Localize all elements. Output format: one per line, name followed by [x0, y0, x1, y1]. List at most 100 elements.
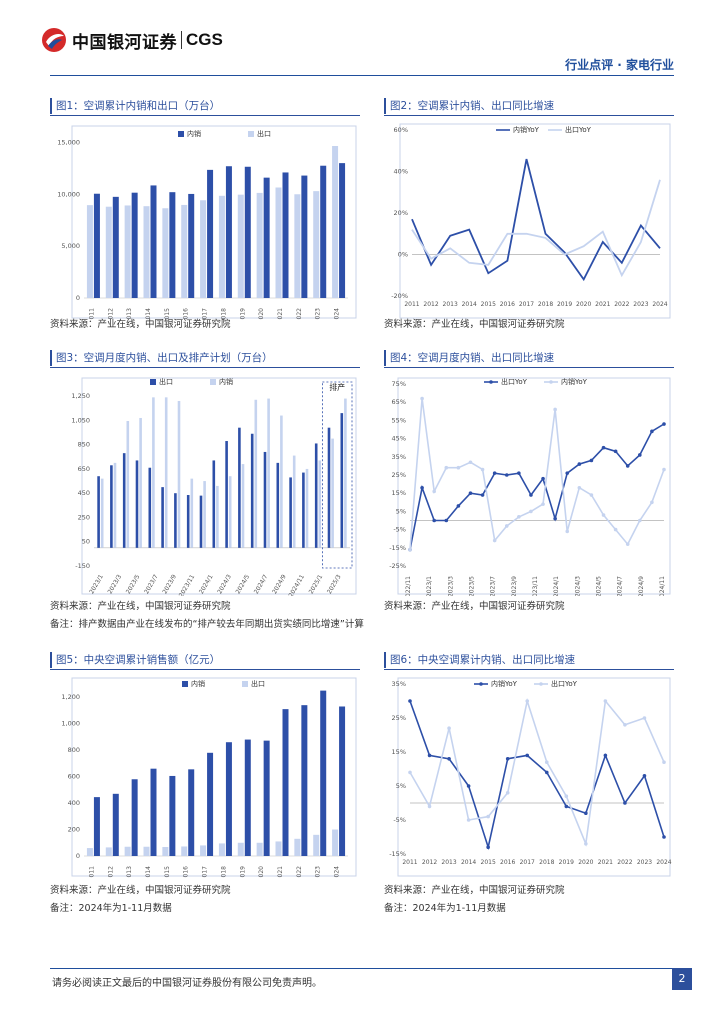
x-tick-label: 2023/11 [178, 573, 197, 596]
bar-出口-4 [162, 208, 169, 298]
figure-5-chart: 0 200 400 600 800 1,000 1,200 2011 2012 2013 2014 2… [61, 677, 357, 878]
figure-4-title-rule [384, 367, 674, 368]
series-point-内销YoY [642, 774, 647, 778]
x-tick-label: 2017 [202, 866, 209, 878]
series-point-出口YoY [480, 493, 485, 497]
chart-frame [71, 677, 357, 877]
bar-内销-9 [263, 177, 270, 298]
y-tick-label: 1,250 [71, 392, 90, 400]
x-tick-label: 2023 [315, 866, 322, 878]
bar-出口-0 [97, 476, 100, 548]
bar-内销-0 [93, 193, 100, 298]
figure-6-note: 备注：2024年为1-11月数据 [384, 903, 506, 914]
x-tick-label: 2022 [614, 301, 629, 308]
legend-swatch-出口 [242, 681, 248, 687]
figure-5-title-rule [50, 669, 360, 670]
x-tick-label: 2011 [88, 866, 95, 878]
y-tick-label: -5% [393, 526, 406, 534]
y-tick-label: 5% [396, 782, 406, 790]
bar-内销-6 [177, 400, 181, 548]
bar-出口-16 [302, 472, 305, 548]
bar-出口-13 [332, 829, 339, 856]
bar-内销-3 [150, 185, 157, 298]
legend-swatch-出口 [248, 131, 254, 137]
y-tick-label: 1,050 [71, 416, 90, 424]
chart-frame [397, 677, 671, 877]
series-point-内销YoY [517, 515, 521, 519]
x-tick-label: 2020 [578, 859, 593, 866]
x-tick-label: 2022 [296, 866, 303, 878]
series-point-内销YoY [486, 845, 490, 849]
bar-内销-7 [190, 478, 194, 548]
series-point-出口YoY [486, 814, 490, 819]
legend-marker-内销YoY [479, 682, 483, 686]
x-tick-label: 2018 [539, 859, 554, 866]
x-tick-label: 2014 [462, 301, 477, 308]
legend-label-出口YoY: 出口YoY [565, 125, 592, 134]
bar-内销-4 [169, 775, 176, 856]
y-tick-label: 15,000 [57, 138, 80, 146]
series-line-内销YoY [409, 700, 665, 851]
x-tick-label: 2016 [183, 308, 190, 320]
bar-内销-9 [216, 485, 219, 548]
bar-出口-11 [238, 427, 241, 548]
legend-label-出口: 出口 [257, 129, 271, 138]
x-tick-label: 2015 [164, 308, 171, 320]
x-tick-label: 2012 [107, 866, 114, 878]
bar-出口-0 [86, 848, 93, 856]
chart-frame [399, 123, 671, 319]
series-point-内销YoY [432, 489, 436, 494]
series-point-出口YoY [447, 726, 451, 730]
bar-内销-17 [318, 460, 322, 548]
figure-1-title-rule [50, 115, 360, 116]
x-tick-label: 2024/11 [287, 573, 306, 596]
series-point-内销YoY [541, 502, 545, 506]
x-tick-label: 2014 [145, 866, 152, 878]
page-number: 2 [672, 968, 692, 990]
series-point-内销YoY [613, 527, 618, 532]
y-tick-label: 400 [68, 799, 80, 807]
bar-内销-2 [126, 421, 130, 548]
bar-内销-10 [228, 476, 232, 548]
y-tick-label: 10,000 [57, 190, 80, 198]
figure-1-source: 资料来源：产业在线，中国银河证券研究院 [50, 319, 231, 330]
x-tick-label: 2019 [557, 301, 572, 308]
x-tick-label: 2020 [576, 301, 591, 308]
legend-label-内销YoY: 内销YoY [513, 125, 540, 134]
y-tick-label: 75% [392, 380, 406, 388]
figure-3-chart: -150 50 250 450 650 850 1,050 1,250 2023/1 2023/3… [71, 377, 357, 596]
legend-swatch-出口 [150, 379, 156, 385]
y-tick-label: 60% [394, 126, 408, 134]
series-line-内销YoY [411, 158, 661, 282]
y-tick-label: -25% [389, 562, 406, 570]
series-point-内销YoY [480, 467, 485, 472]
bar-出口-11 [294, 194, 301, 298]
y-tick-label: -20% [391, 292, 408, 300]
x-tick-label: 2024/9 [638, 576, 645, 596]
x-tick-label: 2017 [519, 301, 534, 308]
y-tick-label: -15% [389, 544, 406, 552]
legend-label-内销: 内销 [187, 129, 201, 138]
legend-marker-出口YoY [539, 682, 543, 686]
x-tick-label: 2021 [277, 866, 284, 878]
legend-swatch-内销 [178, 131, 184, 137]
bar-出口-11 [294, 838, 301, 856]
bar-出口-0 [86, 205, 93, 298]
series-point-出口YoY [584, 842, 588, 846]
x-tick-label: 2011 [402, 859, 417, 866]
legend-label-内销YoY: 内销YoY [561, 377, 588, 386]
x-tick-label: 2025/3 [326, 573, 343, 595]
series-point-内销YoY [638, 518, 642, 523]
bar-内销-10 [282, 172, 289, 298]
x-tick-label: 2017 [520, 859, 535, 866]
x-tick-label: 2022 [296, 308, 303, 320]
bar-内销-12 [320, 690, 327, 856]
bar-内销-8 [244, 166, 251, 298]
x-tick-label: 2023/3 [447, 576, 454, 596]
bar-内销-5 [188, 193, 195, 298]
bar-内销-18 [331, 438, 334, 548]
x-tick-label: 2024/1 [198, 573, 215, 595]
x-tick-label: 2020 [258, 866, 265, 878]
series-point-出口YoY [544, 760, 549, 764]
bar-出口-3 [143, 846, 150, 856]
